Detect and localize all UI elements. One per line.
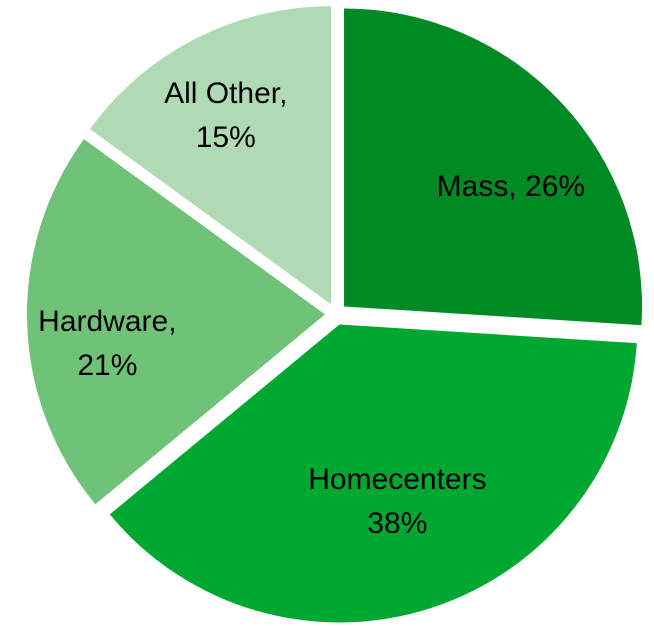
- category-label: Homecenters: [308, 463, 486, 496]
- pie-slice: [27, 139, 326, 505]
- pie-slice: [89, 6, 332, 305]
- category-label: All Other,: [164, 77, 287, 110]
- slice-label: Mass, 26%: [437, 170, 585, 203]
- value-label: 21%: [77, 349, 137, 382]
- value-label: 38%: [367, 507, 427, 540]
- value-label: 15%: [196, 121, 256, 154]
- pie-slice: [344, 8, 643, 326]
- pie-slice: [109, 324, 637, 623]
- value-label: 26%: [525, 170, 585, 203]
- category-label: Hardware,: [38, 305, 176, 338]
- category-label: Mass,: [437, 170, 517, 203]
